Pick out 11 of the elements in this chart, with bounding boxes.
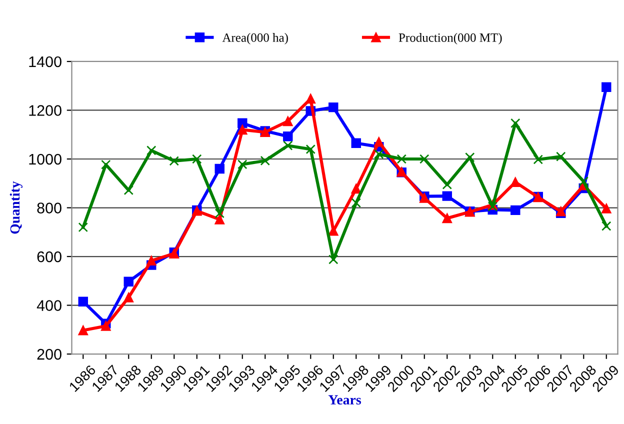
legend-label: Area(000 ha): [222, 33, 288, 44]
y-tick-label: 200: [37, 348, 62, 360]
y-tick-label: 1000: [29, 154, 62, 165]
y-tick-label: 1400: [29, 56, 62, 68]
y-axis-title: Quantity: [10, 181, 22, 234]
y-tick-label: 600: [37, 251, 62, 262]
x-axis-title: Years: [328, 395, 361, 405]
y-tick-label: 400: [36, 300, 62, 311]
y-tick-label: 800: [37, 202, 62, 214]
legend-label: Production(000 MT): [398, 33, 502, 44]
y-tick-label: 1200: [29, 105, 62, 116]
